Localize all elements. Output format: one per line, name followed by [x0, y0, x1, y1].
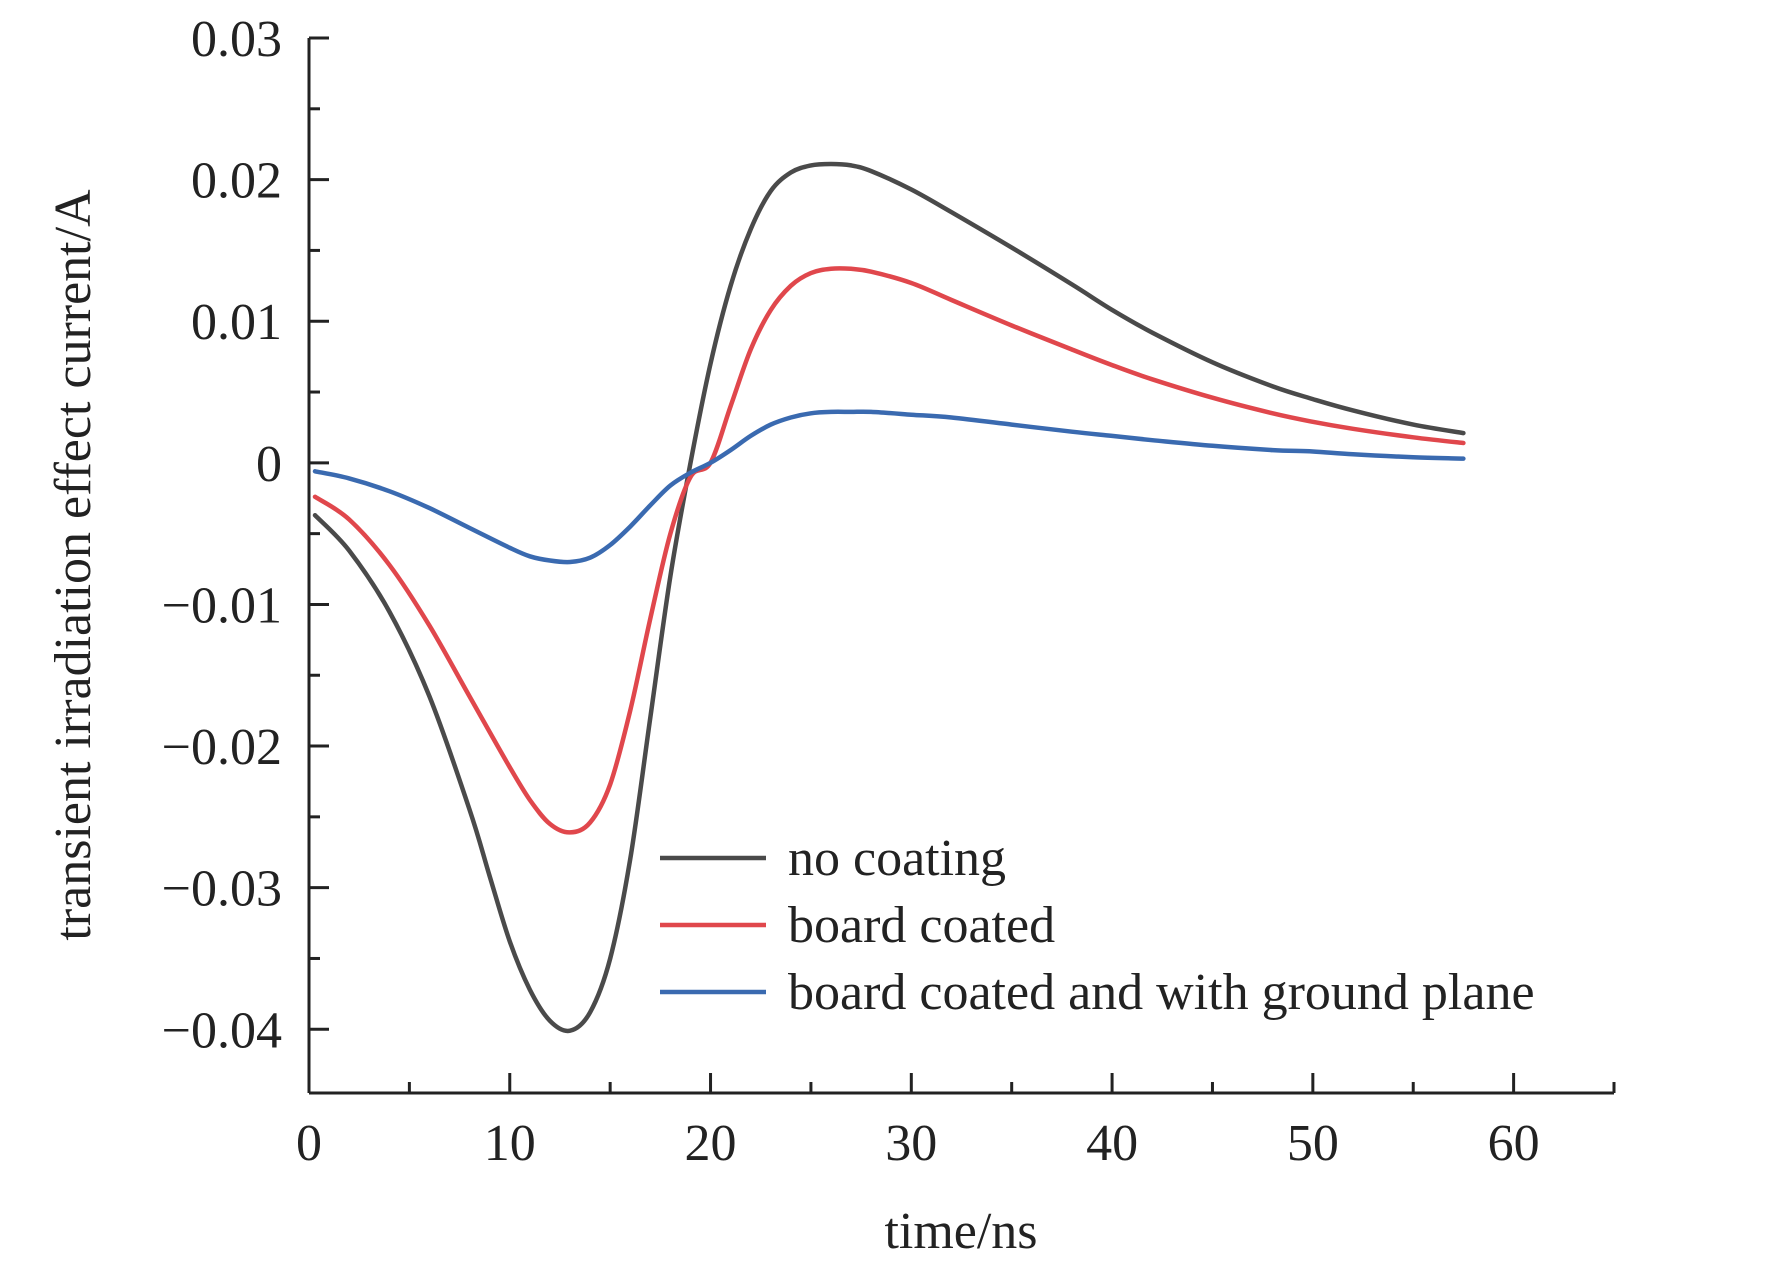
x-axis-label: time/ns [884, 1203, 1037, 1260]
series-line-board-coated [312, 266, 1466, 835]
y-tick-label: −0.02 [162, 719, 282, 776]
y-axis-label: transient irradiation effect current/A [45, 189, 102, 941]
y-tick-label: −0.03 [162, 861, 282, 918]
series-line-board-coated-ground-plane [312, 409, 1466, 565]
legend-label-board-coated: board coated [788, 897, 1055, 954]
y-tick-label: 0.02 [191, 153, 282, 210]
y-tick-label: 0.01 [191, 294, 282, 351]
y-tick-label: 0 [256, 436, 282, 493]
y-tick-label: −0.01 [162, 577, 282, 634]
x-tick-label: 20 [685, 1115, 737, 1172]
x-tick-label: 0 [296, 1115, 322, 1172]
x-tick-label: 10 [484, 1115, 536, 1172]
legend-label-board-coated-ground-plane: board coated and with ground plane [788, 964, 1535, 1021]
x-tick-label: 30 [885, 1115, 937, 1172]
axes [307, 38, 1614, 1095]
x-tick-label: 50 [1287, 1115, 1339, 1172]
legend-label-no-coating: no coating [788, 830, 1006, 887]
y-ticks: 0.03 0.02 0.01 0 −0.01 −0.02 −0.03 −0.04 [162, 11, 329, 1059]
y-tick-label: −0.04 [162, 1002, 282, 1059]
series-lines [312, 161, 1466, 1034]
x-tick-label: 40 [1086, 1115, 1138, 1172]
x-tick-label: 60 [1488, 1115, 1540, 1172]
y-tick-label: 0.03 [191, 11, 282, 68]
legend: no coating board coated board coated and w… [660, 830, 1535, 1021]
x-ticks: 0 10 20 30 40 50 60 [296, 1073, 1616, 1172]
series-line-no-coating [312, 161, 1466, 1034]
